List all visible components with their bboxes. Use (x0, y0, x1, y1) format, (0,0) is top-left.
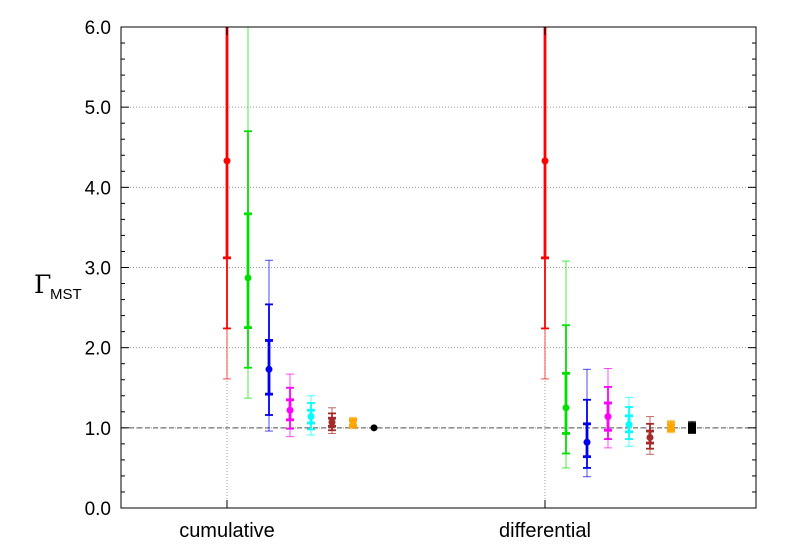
data-point-marker-square (688, 423, 696, 432)
data-point-marker (244, 274, 252, 282)
data-point-group (328, 407, 336, 434)
y-tick-label: 2.0 (85, 339, 111, 360)
y-axis-label-subscript: MST (50, 286, 82, 303)
data-point-marker (349, 419, 357, 427)
series-group (328, 407, 654, 455)
data-point-group (688, 420, 696, 434)
data-point-group (307, 395, 315, 436)
data-point-group (265, 259, 273, 432)
data-point-marker (265, 365, 273, 373)
y-axis-label-symbol: Γ (34, 270, 51, 299)
data-point-group (370, 424, 378, 432)
series-group (370, 424, 378, 432)
series-group (244, 27, 570, 469)
data-point-group (244, 27, 252, 399)
y-axis-label: Γ MST (34, 270, 82, 303)
data-point-group (349, 416, 357, 430)
data-point-marker (223, 157, 231, 165)
data-point-marker (541, 157, 549, 165)
x-tick-label: differential (499, 520, 591, 542)
data-point-marker (625, 421, 633, 429)
data-point-group (646, 416, 654, 455)
y-tick-label: 3.0 (85, 259, 111, 280)
data-point-group (583, 368, 591, 478)
series-group (223, 27, 549, 380)
y-tick-label: 4.0 (85, 178, 111, 199)
data-point-group (223, 27, 231, 380)
data-point-marker (286, 406, 294, 414)
data-point-marker (646, 433, 654, 441)
grid-layer (121, 27, 756, 508)
plot-frame (120, 26, 757, 509)
data-point-marker (604, 413, 612, 421)
data-point-group (541, 27, 549, 380)
data-point-group (604, 368, 612, 449)
series-group (265, 259, 591, 478)
series-group (286, 368, 612, 449)
y-tick-label: 0.0 (85, 499, 111, 520)
data-point-group (667, 420, 675, 434)
x-tick-label: cumulative (179, 520, 275, 542)
axis-layer: 0.0 1.0 2.0 3.0 4.0 5.0 6.0 cumulative different… (85, 18, 756, 542)
series-group (688, 420, 696, 434)
series-layer (223, 27, 696, 478)
data-point-marker (370, 424, 378, 432)
data-point-marker (562, 404, 570, 412)
series-group (307, 395, 633, 447)
y-tick-label: 6.0 (85, 18, 111, 39)
data-point-group (562, 260, 570, 469)
y-tick-label: 5.0 (85, 98, 111, 119)
series-group (349, 416, 675, 434)
data-point-group (625, 396, 633, 447)
y-tick-label: 1.0 (85, 419, 111, 440)
data-point-marker (667, 423, 675, 431)
data-point-group (286, 373, 294, 438)
data-point-marker (328, 418, 336, 426)
data-point-marker (583, 438, 591, 446)
data-point-marker (307, 413, 315, 421)
